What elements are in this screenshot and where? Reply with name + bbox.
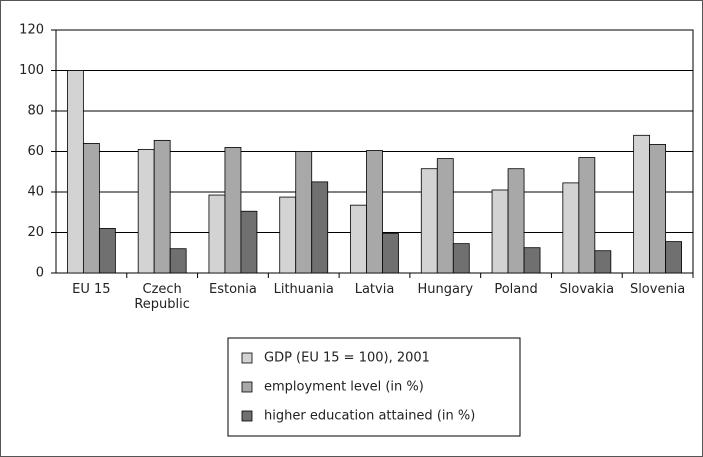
legend-box: [227, 337, 521, 437]
y-tick-label: 20: [27, 225, 44, 240]
bar: [153, 139, 171, 274]
bar: [507, 168, 525, 274]
x-tick-label: Poland: [494, 282, 538, 297]
bar: [649, 144, 667, 274]
bar: [452, 243, 470, 274]
legend-label: employment level (in %): [264, 380, 424, 395]
bar: [578, 157, 596, 274]
bar: [66, 70, 84, 274]
legend-swatch: [241, 352, 253, 364]
y-tick-label: 100: [19, 63, 44, 78]
x-tick-label: Czech Republic: [134, 282, 190, 312]
bar: [279, 196, 297, 274]
y-tick-label: 80: [27, 104, 44, 119]
bar: [665, 241, 683, 274]
bar: [436, 158, 454, 274]
bar: [350, 204, 367, 274]
bar: [420, 168, 438, 274]
y-tick-label: 120: [19, 23, 44, 38]
bar: [523, 247, 541, 274]
bar: [208, 194, 226, 274]
legend-swatch: [241, 410, 253, 422]
x-tick-label: Estonia: [209, 282, 257, 297]
bar: [82, 142, 100, 274]
x-tick-label: Hungary: [417, 282, 474, 297]
bar: [137, 149, 155, 274]
bar: [169, 248, 187, 274]
y-tick-label: 40: [27, 185, 44, 200]
legend-swatch: [241, 381, 253, 393]
bar: [240, 210, 258, 274]
x-tick-label: Slovenia: [629, 282, 686, 297]
legend-label: higher education attained (in %): [264, 409, 475, 424]
bar: [224, 147, 242, 274]
y-tick-label: 60: [27, 144, 44, 159]
bar: [311, 181, 329, 274]
bar: [562, 182, 580, 274]
bar: [594, 250, 612, 274]
x-tick-label: Slovakia: [559, 282, 615, 297]
x-tick-label: Lithuania: [273, 282, 334, 297]
bar: [366, 150, 383, 274]
bar: [382, 233, 399, 274]
bar: [295, 151, 313, 274]
bar: [491, 189, 509, 274]
bar: [98, 228, 116, 274]
x-tick-label: Latvia: [354, 282, 395, 297]
bar: [633, 134, 651, 274]
x-tick-label: EU 15: [72, 282, 111, 297]
legend-label: GDP (EU 15 = 100), 2001: [264, 351, 430, 366]
y-tick-label: 0: [36, 266, 44, 281]
